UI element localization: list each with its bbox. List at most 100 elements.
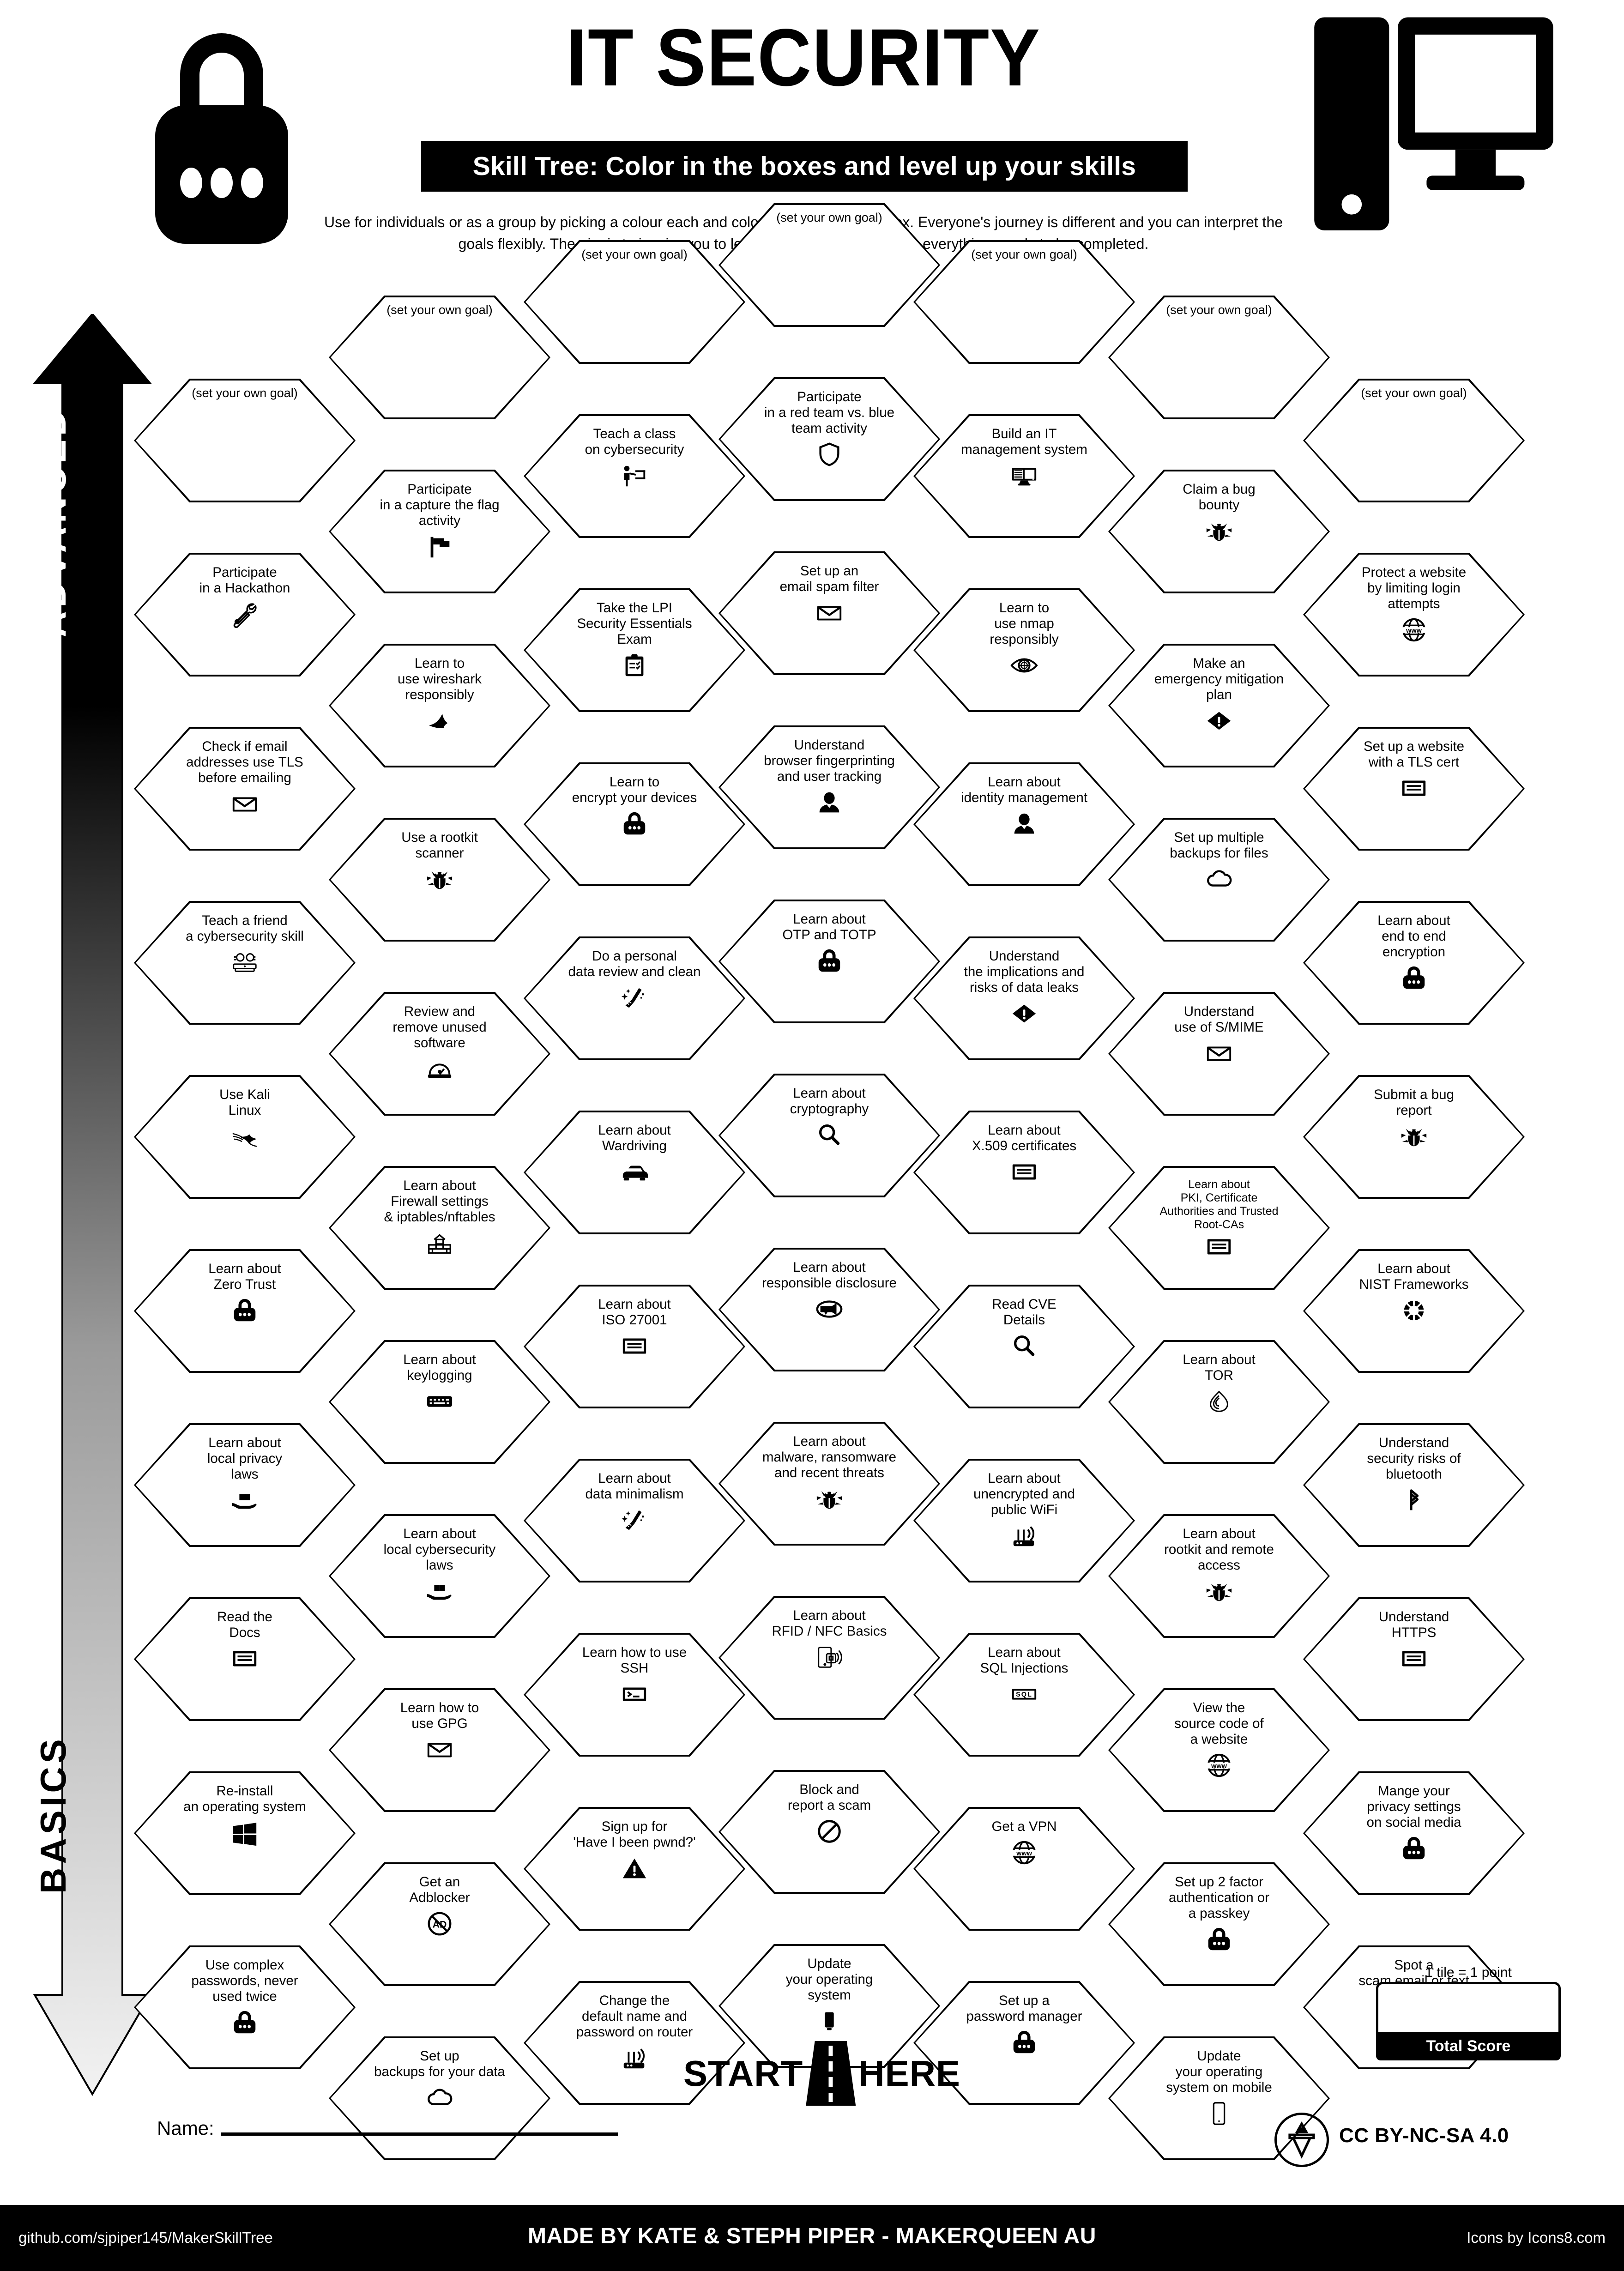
skill-tile[interactable]: Block and report a scam xyxy=(718,1770,940,1894)
skill-tile[interactable]: Understand use of S/MIME xyxy=(1108,992,1330,1116)
skill-tile[interactable]: Learn about local cybersecurity laws xyxy=(329,1514,550,1638)
skill-tile[interactable]: Get an Adblocker AD xyxy=(329,1862,550,1986)
skill-tile[interactable]: Take the LPI Security Essentials Exam xyxy=(524,588,745,712)
skill-tile[interactable]: Learn about unencrypted and public WiFi xyxy=(913,1459,1135,1582)
svg-text:SQL: SQL xyxy=(1016,1691,1032,1698)
skill-tile[interactable]: Learn about X.509 certificates xyxy=(913,1111,1135,1234)
skill-tile[interactable]: Mange your privacy settings on social me… xyxy=(1303,1771,1525,1895)
skill-tile[interactable]: Sign up for 'Have I been pwnd?' xyxy=(524,1807,745,1931)
padlock-icon xyxy=(230,2008,259,2037)
skill-tile[interactable]: Learn about OTP and TOTP xyxy=(718,900,940,1023)
skill-tile-label: Learn about ISO 27001 xyxy=(598,1297,671,1328)
skill-tile[interactable]: Learn about data minimalism xyxy=(524,1459,745,1582)
skill-tile-label: Learn about end to end encryption xyxy=(1377,913,1450,960)
skill-tile[interactable]: Learn about Firewall settings & iptables… xyxy=(329,1166,550,1290)
skill-tile[interactable]: Use complex passwords, never used twice xyxy=(134,1945,356,2069)
skill-tile[interactable]: Learn about rootkit and remote access xyxy=(1108,1514,1330,1638)
skill-tile[interactable]: Learn about TOR xyxy=(1108,1340,1330,1464)
footer-icons-credit[interactable]: Icons by Icons8.com xyxy=(1467,2229,1606,2246)
name-field[interactable]: Name: xyxy=(157,2117,618,2139)
skill-tile[interactable]: Set up 2 factor authentication or a pass… xyxy=(1108,1862,1330,1986)
footer-github-link[interactable]: github.com/sjpiper145/MakerSkillTree xyxy=(18,2229,273,2246)
skill-tile[interactable]: (set your own goal) xyxy=(913,240,1135,364)
skill-tile[interactable]: Do a personal data review and clean xyxy=(524,936,745,1060)
skill-tile[interactable]: (set your own goal) xyxy=(1303,379,1525,502)
skill-tile[interactable]: Learn about PKI, Certificate Authorities… xyxy=(1108,1166,1330,1290)
skill-tile[interactable]: (set your own goal) xyxy=(134,379,356,502)
skill-tile[interactable]: Claim a bug bounty xyxy=(1108,470,1330,593)
skill-tile[interactable]: Learn about malware, ransomware and rece… xyxy=(718,1422,940,1546)
skill-tile[interactable]: Set up multiple backups for files xyxy=(1108,818,1330,942)
skill-tile[interactable]: Learn to use nmap responsibly xyxy=(913,588,1135,712)
broom-sparkle-icon xyxy=(620,984,649,1012)
skill-tile[interactable]: Read the Docs xyxy=(134,1597,356,1721)
skill-tile[interactable]: Participate in a red team vs. blue team … xyxy=(718,377,940,501)
name-input-line[interactable] xyxy=(220,2132,618,2136)
skill-tile-label: Participate in a Hackathon xyxy=(199,565,290,596)
skill-tile[interactable]: Set up an email spam filter xyxy=(718,551,940,675)
skill-tile[interactable]: Participate in a Hackathon xyxy=(134,553,356,676)
skill-tile[interactable]: Understand HTTPS xyxy=(1303,1597,1525,1721)
skill-tile[interactable]: Review and remove unused software xyxy=(329,992,550,1116)
skill-tile[interactable]: Learn about cryptography xyxy=(718,1074,940,1197)
skill-tile-label: Claim a bug bounty xyxy=(1183,482,1256,513)
skill-tile-label: Block and report a scam xyxy=(787,1782,871,1813)
no-ads-icon: AD xyxy=(425,1909,454,1938)
skill-tile-body: Teach a friend a cybersecurity skill xyxy=(136,903,354,1023)
skill-tile[interactable]: Learn about keylogging xyxy=(329,1340,550,1464)
skill-tile[interactable]: (set your own goal) xyxy=(718,203,940,327)
skill-tile[interactable]: Use a rootkit scanner xyxy=(329,818,550,942)
skill-tile[interactable]: Learn about local privacy laws xyxy=(134,1423,356,1547)
skill-tile[interactable]: Understand the implications and risks of… xyxy=(913,936,1135,1060)
skill-tile[interactable]: Get a VPN www xyxy=(913,1807,1135,1931)
skill-tile-body: Use Kali Linux xyxy=(136,1077,354,1197)
skill-tile[interactable]: Check if email addresses use TLS before … xyxy=(134,727,356,851)
skill-tile[interactable]: Learn to use wireshark responsibly xyxy=(329,644,550,767)
skill-tile[interactable]: (set your own goal) xyxy=(524,240,745,364)
skill-tile[interactable]: Learn about RFID / NFC Basics xyxy=(718,1596,940,1720)
skill-tile[interactable]: Teach a class on cybersecurity xyxy=(524,414,745,538)
skill-tile[interactable]: Learn to encrypt your devices xyxy=(524,762,745,886)
skill-tile[interactable]: View the source code of a website www xyxy=(1108,1688,1330,1812)
open-book-hand-icon xyxy=(425,1577,454,1606)
document-icon xyxy=(1010,1158,1038,1186)
start-word-right: HERE xyxy=(858,2053,960,2094)
terminal-icon xyxy=(620,1680,649,1709)
skill-tile[interactable]: Understand browser fingerprinting and us… xyxy=(718,725,940,849)
skill-tile-label: Learn about PKI, Certificate Authorities… xyxy=(1159,1178,1279,1231)
skill-tile[interactable]: Learn how to use SSH xyxy=(524,1633,745,1757)
skill-tile[interactable]: Build an IT management system xyxy=(913,414,1135,538)
skill-tile-label: Read the Docs xyxy=(217,1609,272,1640)
skill-tile[interactable]: Submit a bug report xyxy=(1303,1075,1525,1199)
skill-tile[interactable]: Set up a website with a TLS cert xyxy=(1303,727,1525,851)
car-icon xyxy=(620,1158,649,1186)
skill-tile-label: Learn about rootkit and remote access xyxy=(1164,1526,1274,1573)
skill-tile[interactable]: (set your own goal) xyxy=(1108,296,1330,419)
skill-tile[interactable]: Learn about Wardriving xyxy=(524,1111,745,1234)
skill-tile[interactable]: Learn about ISO 27001 xyxy=(524,1285,745,1408)
skill-tile[interactable]: Learn how to use GPG xyxy=(329,1688,550,1812)
skill-tile-body: Learn about SQL Injections SQL xyxy=(915,1635,1133,1755)
skill-tile[interactable]: Learn about responsible disclosure xyxy=(718,1248,940,1371)
skill-tile[interactable]: Use Kali Linux xyxy=(134,1075,356,1199)
skill-tile[interactable]: (set your own goal) xyxy=(329,296,550,419)
skill-tile[interactable]: Understand security risks of bluetooth xyxy=(1303,1423,1525,1547)
skill-tile-label: Learn about NIST Frameworks xyxy=(1359,1261,1469,1292)
skill-tile[interactable]: Participate in a capture the flag activi… xyxy=(329,470,550,593)
skill-tile[interactable]: Learn about identity management xyxy=(913,762,1135,886)
skill-tile[interactable]: Set up backups for your data xyxy=(329,2036,550,2160)
skill-tile-body: Learn about ISO 27001 xyxy=(525,1286,743,1407)
skill-tile-label: (set your own goal) xyxy=(192,386,298,400)
skill-tile[interactable]: Learn about end to end encryption xyxy=(1303,901,1525,1025)
skill-tile[interactable]: Learn about SQL Injections SQL xyxy=(913,1633,1135,1757)
skill-tile[interactable]: Learn about Zero Trust xyxy=(134,1249,356,1373)
skill-tile[interactable]: Protect a website by limiting login atte… xyxy=(1303,553,1525,676)
skill-tile-label: Submit a bug report xyxy=(1374,1087,1454,1118)
skill-tile[interactable]: Make an emergency mitigation plan xyxy=(1108,644,1330,767)
skill-tile[interactable]: Teach a friend a cybersecurity skill xyxy=(134,901,356,1025)
skill-tile-body: (set your own goal) xyxy=(136,381,354,501)
skill-tile[interactable]: Learn about NIST Frameworks xyxy=(1303,1249,1525,1373)
skill-tile[interactable]: Re-install an operating system xyxy=(134,1771,356,1895)
skill-tile-body: Use complex passwords, never used twice xyxy=(136,1947,354,2067)
skill-tile[interactable]: Read CVE Details xyxy=(913,1285,1135,1408)
